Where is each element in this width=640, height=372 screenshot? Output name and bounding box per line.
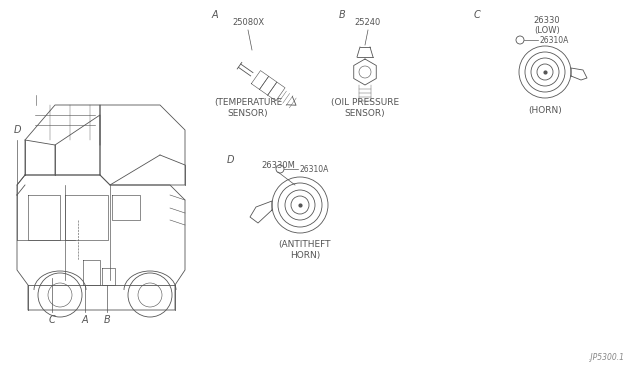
Text: B: B	[339, 10, 346, 20]
Text: C: C	[474, 10, 481, 20]
Text: (OIL PRESSURE
SENSOR): (OIL PRESSURE SENSOR)	[331, 98, 399, 118]
Text: 26310A: 26310A	[540, 35, 570, 45]
Text: (LOW): (LOW)	[534, 26, 560, 35]
Text: (ANTITHEFT
HORN): (ANTITHEFT HORN)	[279, 240, 332, 260]
Text: 26330: 26330	[534, 16, 560, 25]
Text: 26310A: 26310A	[300, 164, 330, 173]
Text: C: C	[49, 315, 56, 325]
Text: D: D	[227, 155, 234, 165]
Text: B: B	[104, 315, 110, 325]
Text: (TEMPERATURE
SENSOR): (TEMPERATURE SENSOR)	[214, 98, 282, 118]
Text: 25240: 25240	[355, 17, 381, 26]
Text: (HORN): (HORN)	[528, 106, 562, 115]
Text: 25080X: 25080X	[232, 17, 264, 26]
Text: 26330M: 26330M	[261, 160, 295, 170]
Text: A: A	[82, 315, 88, 325]
Text: A: A	[212, 10, 218, 20]
Text: .JP5300.1: .JP5300.1	[589, 353, 625, 362]
Text: D: D	[13, 125, 20, 135]
